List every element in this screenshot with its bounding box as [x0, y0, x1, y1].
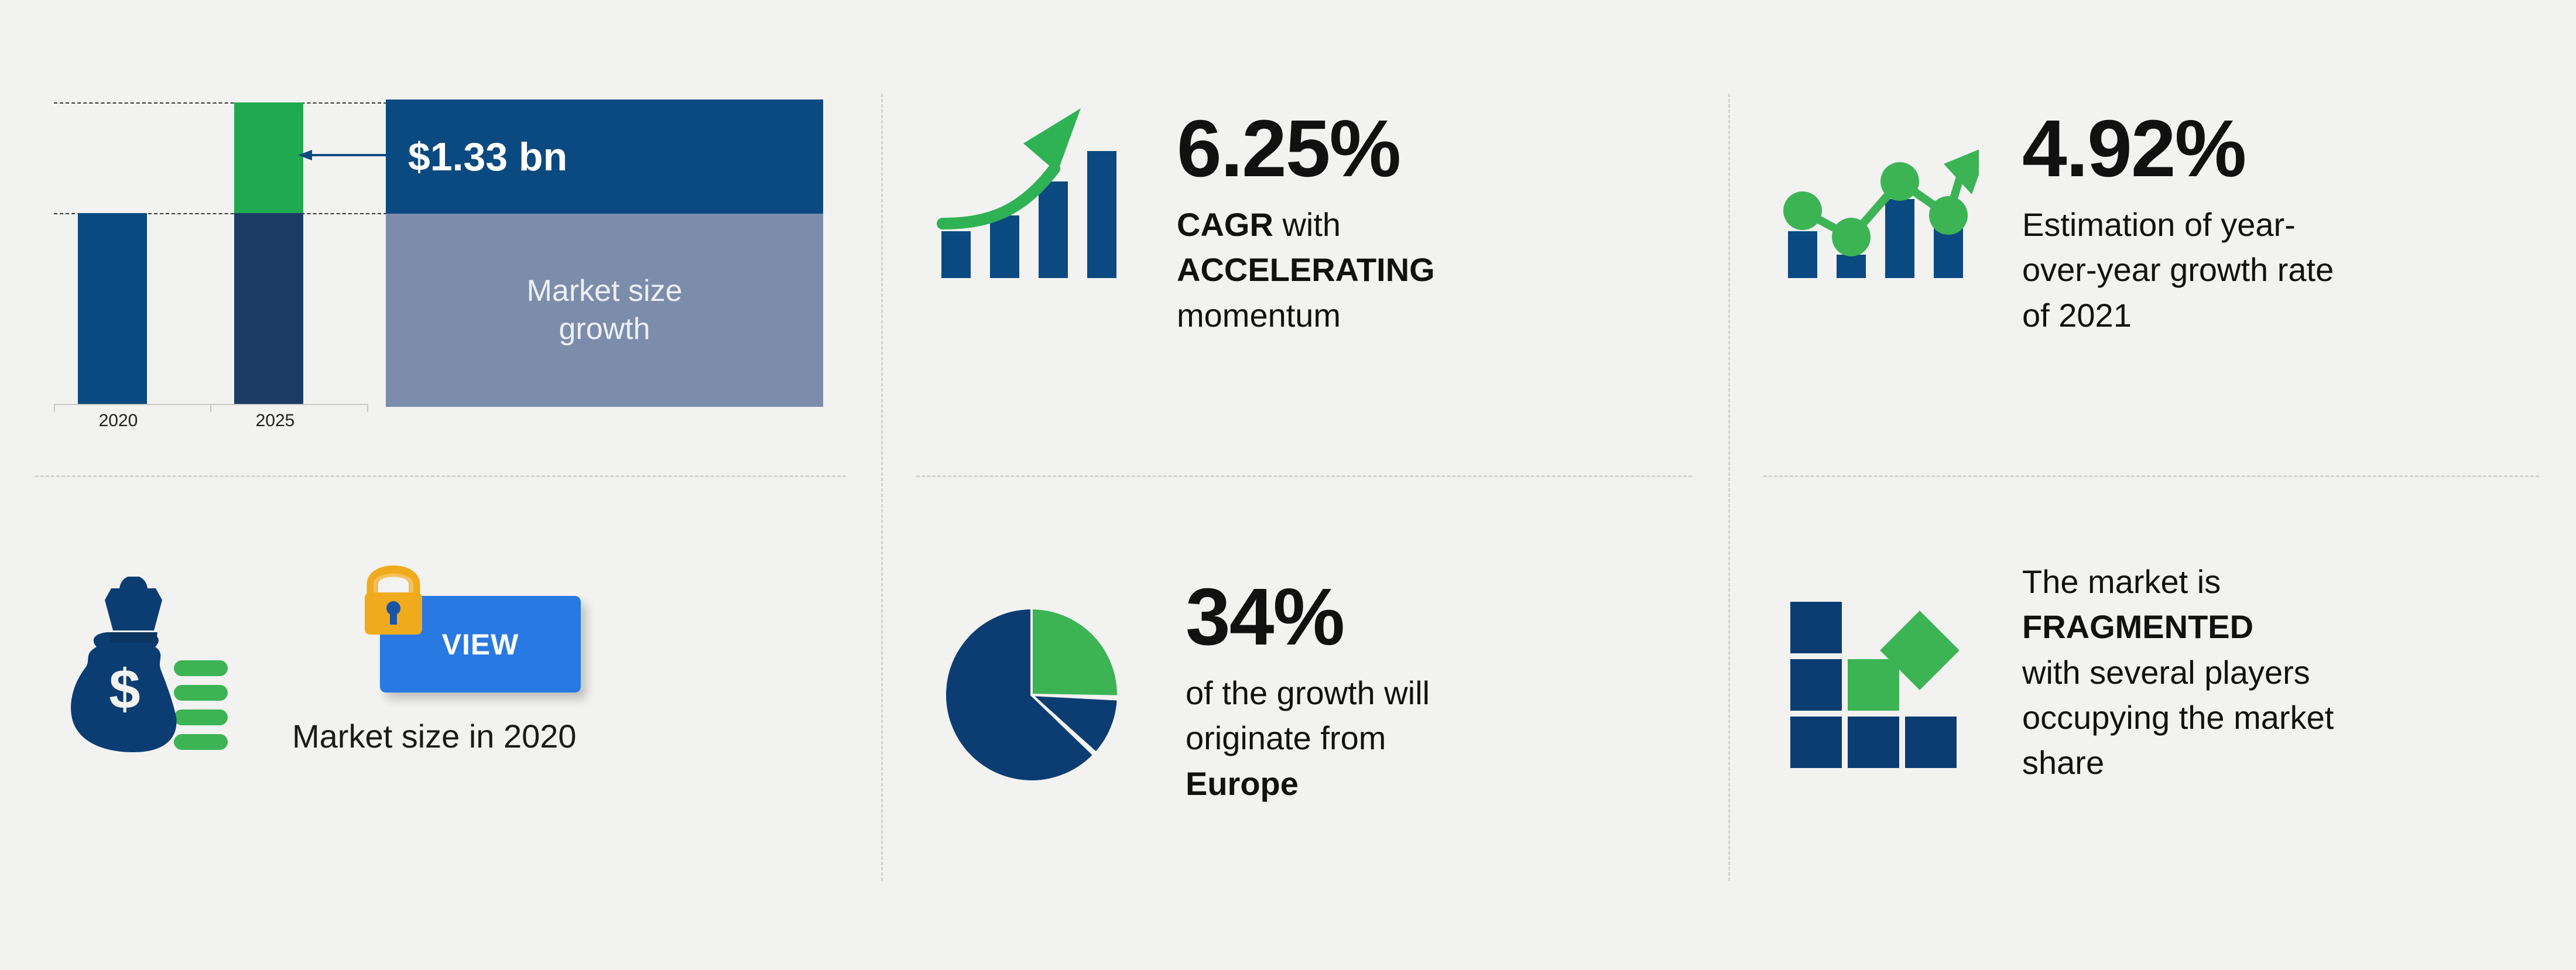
svg-text:$: $ [109, 658, 140, 721]
